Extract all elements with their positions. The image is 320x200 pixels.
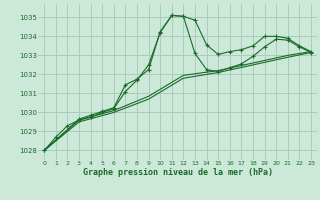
X-axis label: Graphe pression niveau de la mer (hPa): Graphe pression niveau de la mer (hPa) (83, 168, 273, 177)
